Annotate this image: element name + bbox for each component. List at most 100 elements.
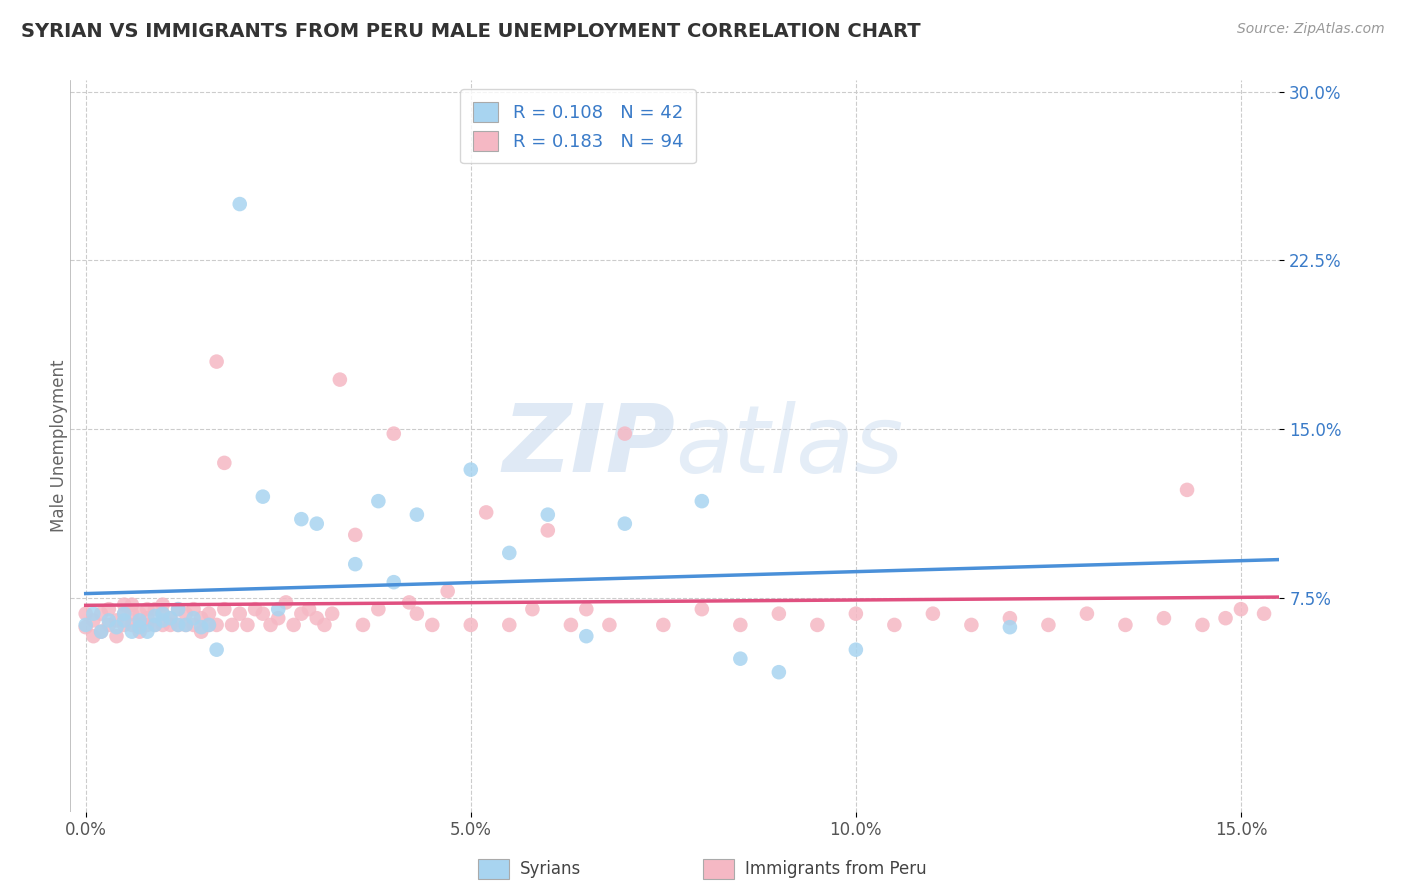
Point [167,618,190,632]
Point [243,602,266,616]
Point [221,618,243,632]
Text: SYRIAN VS IMMIGRANTS FROM PERU MALE UNEMPLOYMENT CORRELATION CHART: SYRIAN VS IMMIGRANTS FROM PERU MALE UNEM… [21,22,921,41]
Point [460,618,482,632]
Point [152,607,174,621]
Point [152,607,174,621]
Point [768,665,790,680]
Point [1175,483,1198,497]
Point [1191,618,1213,632]
Point [730,651,752,665]
Point [613,516,636,531]
Point [398,595,420,609]
Point [105,614,128,628]
Point [112,598,135,612]
Point [190,620,212,634]
Point [159,618,181,632]
Point [267,602,290,616]
Point [960,618,983,632]
Point [344,528,367,542]
Point [314,618,336,632]
Point [159,611,181,625]
Point [105,620,128,634]
Point [121,607,143,621]
Point [82,614,104,628]
Point [128,614,150,628]
Point [575,602,598,616]
Point [214,602,236,616]
Point [128,620,150,634]
Point [522,602,544,616]
Point [190,611,212,625]
Point [205,354,228,368]
Point [998,620,1021,634]
Point [290,512,312,526]
Point [174,618,197,632]
Text: ZIP: ZIP [502,400,675,492]
Text: Source: ZipAtlas.com: Source: ZipAtlas.com [1237,22,1385,37]
Point [690,494,713,508]
Point [97,602,120,616]
Point [367,494,389,508]
Point [922,607,945,621]
Point [121,598,143,612]
Point [252,490,274,504]
Point [112,607,135,621]
Point [259,618,281,632]
Point [143,618,166,632]
Point [90,607,112,621]
Point [405,508,427,522]
Point [174,618,197,632]
Point [367,602,389,616]
Point [352,618,374,632]
Point [382,426,405,441]
Point [1253,607,1275,621]
Point [730,618,752,632]
Point [167,602,190,616]
Point [382,575,405,590]
Point [152,614,174,628]
Point [283,618,305,632]
Point [252,607,274,621]
Point [214,456,236,470]
Point [128,607,150,621]
Point [1114,618,1136,632]
Point [883,618,905,632]
Point [575,629,598,643]
Point [1230,602,1253,616]
Point [112,607,135,621]
Point [136,618,159,632]
Point [205,642,228,657]
Point [405,607,427,621]
Point [121,618,143,632]
Point [82,629,104,643]
Point [198,618,221,632]
Point [75,607,97,621]
Point [845,642,868,657]
Legend: R = 0.108   N = 42, R = 0.183   N = 94: R = 0.108 N = 42, R = 0.183 N = 94 [460,89,696,163]
Point [90,624,112,639]
Point [305,516,328,531]
Point [121,624,143,639]
Point [167,618,190,632]
Point [498,618,520,632]
Point [75,620,97,634]
Point [690,602,713,616]
Point [344,557,367,571]
Point [598,618,620,632]
Point [845,607,868,621]
Point [537,524,560,538]
Point [183,611,205,625]
Point [560,618,582,632]
Point [267,611,290,625]
Point [290,607,312,621]
Point [420,618,443,632]
Point [298,602,321,616]
Point [128,624,150,639]
Point [768,607,790,621]
Point [183,618,205,632]
Point [652,618,675,632]
Point [143,618,166,632]
Point [90,624,112,639]
Point [152,618,174,632]
Point [537,508,560,522]
